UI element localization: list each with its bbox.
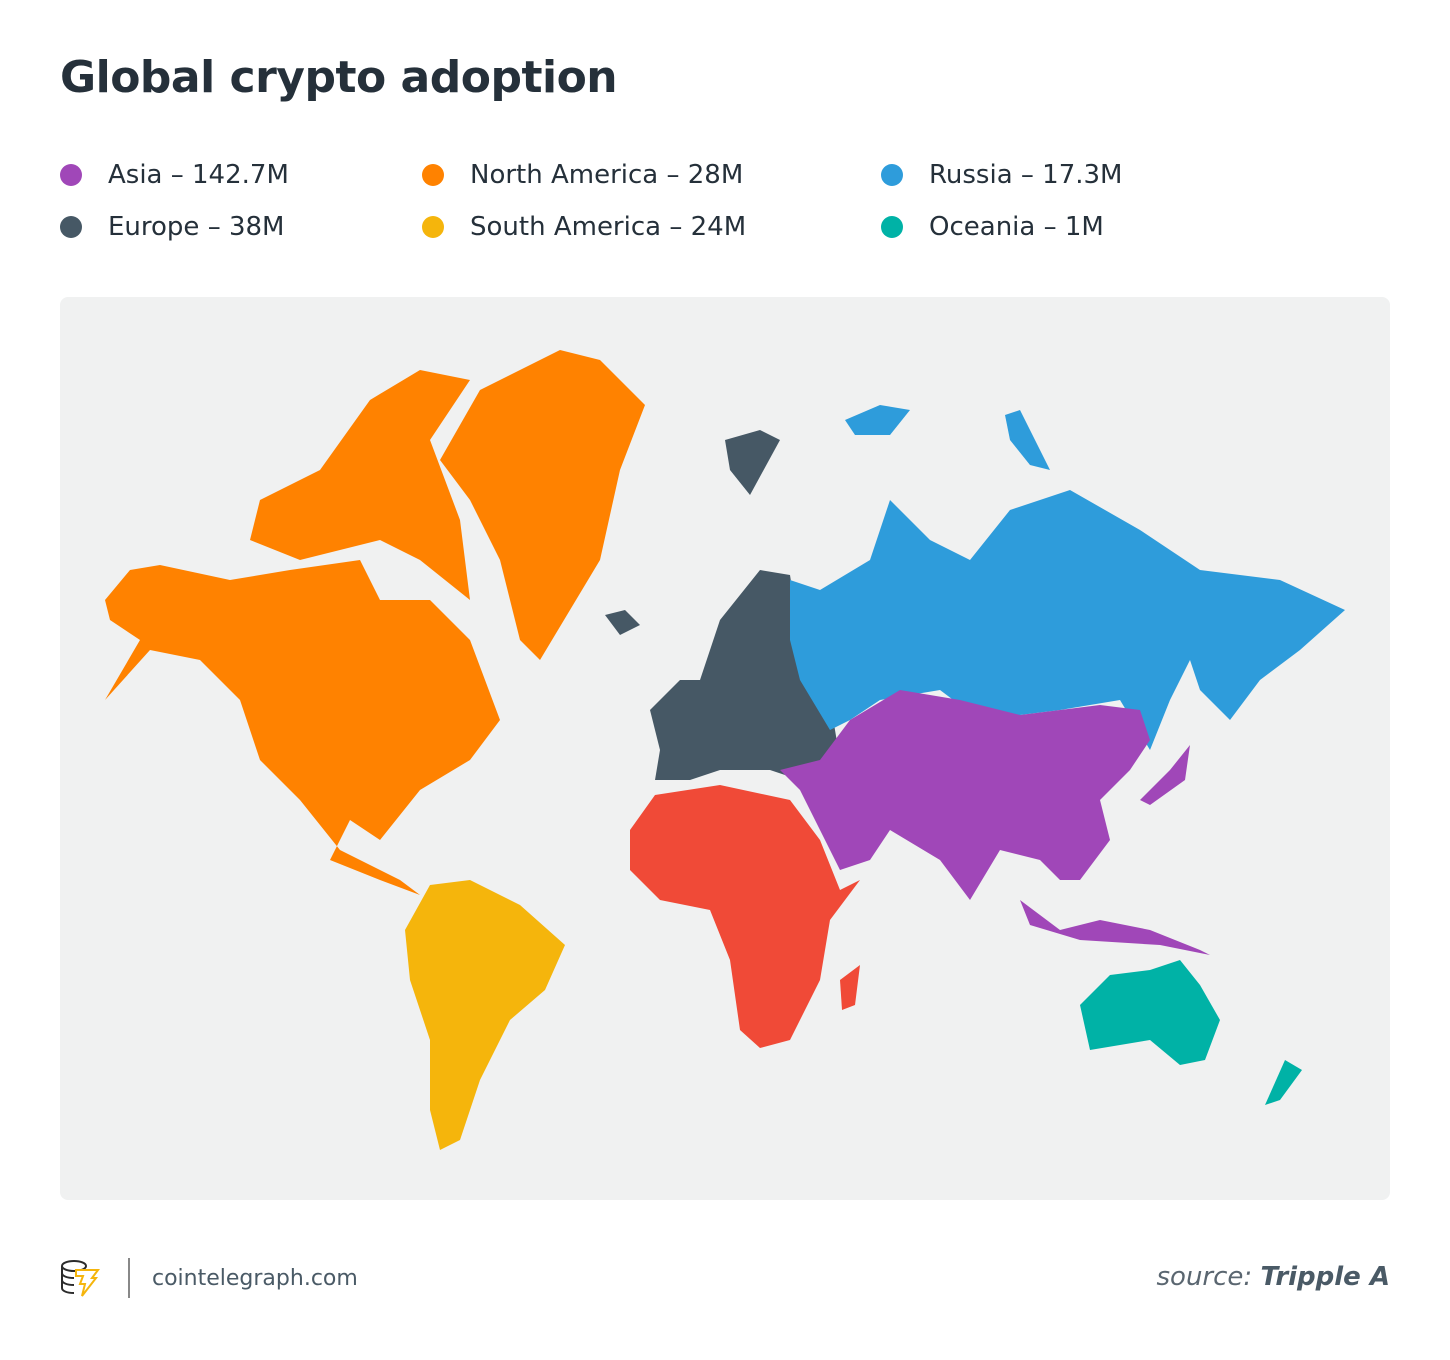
svalbard	[725, 430, 780, 495]
region-russia	[790, 405, 1345, 750]
madagascar	[840, 965, 860, 1010]
legend-label: Europe – 38M	[108, 212, 285, 242]
legend-item-north-america: North America – 28M	[422, 160, 743, 190]
southeast-asia-islands	[1020, 900, 1210, 955]
legend-item-asia: Asia – 142.7M	[60, 160, 289, 190]
legend-dot	[881, 164, 903, 186]
legend-label: North America – 28M	[470, 160, 744, 190]
brand-text: cointelegraph.com	[152, 1265, 358, 1291]
new-zealand	[1265, 1060, 1302, 1105]
region-oceania	[1080, 960, 1302, 1105]
africa-mainland	[630, 785, 860, 1048]
region-north-america	[105, 350, 645, 895]
legend-label: Oceania – 1M	[929, 212, 1104, 242]
legend-item-europe: Europe – 38M	[60, 212, 284, 242]
legend-item-russia: Russia – 17.3M	[881, 160, 1122, 190]
asia-mainland	[780, 690, 1150, 900]
legend-item-south-america: South America – 24M	[422, 212, 746, 242]
russia-mainland	[790, 490, 1345, 750]
iceland	[605, 610, 640, 635]
franz-josef-land	[845, 405, 910, 435]
region-africa	[630, 785, 860, 1048]
divider	[128, 1258, 130, 1298]
page-title: Global crypto adoption	[60, 52, 618, 103]
legend-label: Asia – 142.7M	[108, 160, 289, 190]
legend: Asia – 142.7M Europe – 38M North America…	[60, 160, 1260, 260]
japan	[1140, 745, 1190, 805]
legend-dot	[422, 164, 444, 186]
region-south-america	[405, 880, 565, 1150]
region-asia	[780, 690, 1210, 955]
source-name: Tripple A	[1260, 1262, 1390, 1292]
cointelegraph-logo-icon	[61, 1260, 100, 1297]
legend-label: South America – 24M	[470, 212, 747, 242]
arctic-archipelago	[250, 370, 470, 600]
legend-item-oceania: Oceania – 1M	[881, 212, 1104, 242]
legend-label: Russia – 17.3M	[929, 160, 1123, 190]
legend-dot	[60, 216, 82, 238]
legend-dot	[881, 216, 903, 238]
legend-dot	[60, 164, 82, 186]
source-credit: source: Tripple A	[1157, 1262, 1391, 1292]
greenland	[440, 350, 645, 660]
footer-brand: cointelegraph.com	[60, 1258, 358, 1298]
australia	[1080, 960, 1220, 1065]
source-prefix: source:	[1156, 1262, 1253, 1292]
north-america-mainland	[105, 560, 500, 895]
novaya-zemlya	[1005, 410, 1050, 470]
legend-dot	[422, 216, 444, 238]
